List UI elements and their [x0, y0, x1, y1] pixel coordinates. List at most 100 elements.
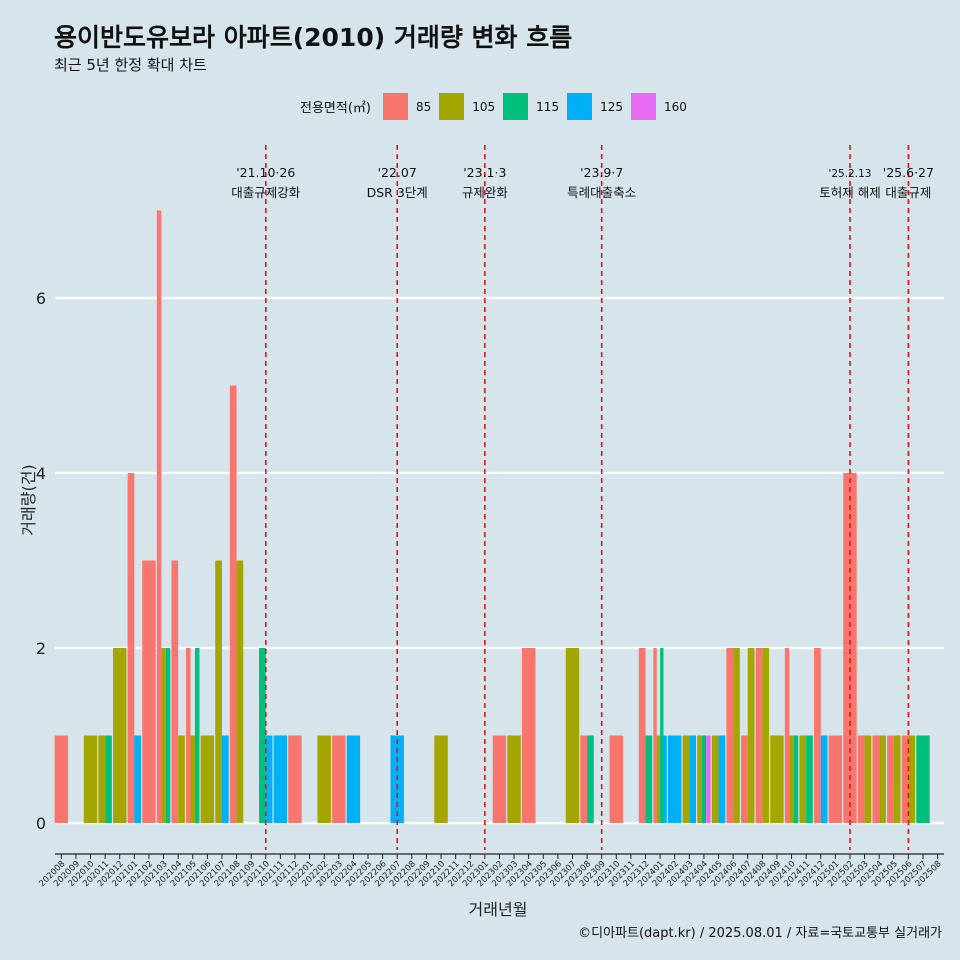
bar [747, 648, 755, 823]
bar [54, 735, 69, 823]
bar [215, 560, 222, 823]
legend-label: 160 [663, 99, 687, 114]
legend-item-85: 85 [382, 93, 432, 120]
bar [565, 648, 580, 823]
legend-item-105: 105 [439, 93, 495, 120]
event-label: 대출규제강화 [231, 185, 301, 200]
event-label: 특례대출축소 [567, 185, 636, 200]
event-label: 토허제 해제 [819, 185, 880, 200]
bar [346, 735, 361, 823]
legend-swatch [630, 93, 656, 120]
bar [741, 735, 748, 823]
bar [843, 473, 857, 823]
bar [733, 648, 740, 823]
legend-label: 115 [536, 99, 560, 114]
bar [194, 648, 200, 823]
bar [434, 735, 448, 823]
event-label: DSR 3단계 [367, 185, 428, 200]
bar [667, 735, 682, 823]
bar [587, 735, 594, 823]
bar [726, 648, 734, 823]
legend-item-160: 160 [630, 93, 687, 120]
bar [186, 648, 191, 823]
bar [799, 735, 807, 823]
bar [689, 735, 697, 823]
bar [814, 648, 821, 823]
x-axis-title: 거래년월 [469, 900, 528, 919]
bar [901, 735, 909, 823]
bar [127, 473, 135, 823]
event-date: '23.9·7 [580, 165, 623, 180]
legend-swatch [567, 93, 593, 120]
bar [638, 648, 646, 823]
bar [718, 735, 726, 823]
legend-swatch [503, 93, 529, 120]
legend-item-115: 115 [503, 93, 559, 120]
event-label: 규제완화 [462, 185, 509, 200]
bar [762, 648, 770, 823]
bar [872, 735, 880, 823]
bar [113, 648, 127, 823]
bar [663, 735, 667, 823]
event-date: '23.1·3 [463, 165, 506, 180]
chart-title: 용이반도유보라 아파트(2010) 거래량 변화 흐름 [54, 23, 573, 52]
bar [332, 735, 346, 823]
bar [229, 385, 237, 823]
bar [161, 648, 166, 823]
bar [682, 735, 690, 823]
bar [645, 735, 653, 823]
event-date: '25.2.13 [828, 168, 871, 180]
chart-subtitle: 최근 5년 한정 확대 차트 [54, 56, 207, 74]
legend-label: 85 [415, 99, 432, 114]
bar [793, 735, 799, 823]
bar [770, 735, 784, 823]
y-tick-label: 4 [36, 464, 46, 483]
bar [236, 560, 244, 823]
legend-label: 105 [472, 99, 496, 114]
bar [265, 735, 273, 823]
bar [609, 735, 624, 823]
bar [755, 648, 763, 823]
y-axis-title: 거래량(건) [19, 464, 38, 535]
bar [656, 735, 661, 823]
bar [789, 735, 794, 823]
y-tick-label: 6 [36, 289, 46, 308]
legend-swatch [382, 93, 408, 120]
bar [660, 648, 664, 823]
chart-caption: ©디아파트(dapt.kr) / 2025.08.01 / 자료=국토교통부 실… [578, 926, 942, 941]
legend-label: 125 [600, 99, 623, 114]
bar [864, 735, 872, 823]
bar [221, 735, 229, 823]
bar [857, 735, 865, 823]
bar [580, 735, 588, 823]
bar [200, 735, 215, 823]
bar [259, 648, 266, 823]
bar [521, 648, 536, 823]
event-date: '25.6·27 [883, 165, 934, 180]
event-date: '21.10·26 [236, 165, 295, 180]
bar [706, 735, 711, 823]
bar [142, 560, 156, 823]
bar [273, 735, 288, 823]
bar [908, 735, 916, 823]
event-label: 대출규제 [885, 185, 931, 200]
bar [98, 735, 106, 823]
bar [507, 735, 521, 823]
bar [165, 648, 171, 823]
bar [879, 735, 886, 823]
legend-title: 전용면적(㎡) [300, 101, 371, 116]
y-tick-label: 2 [36, 639, 46, 658]
bar [711, 735, 719, 823]
bar [784, 648, 790, 823]
bar [820, 735, 828, 823]
bar [828, 735, 843, 823]
legend: 전용면적(㎡) 85 105 115 125 160 [300, 93, 695, 120]
event-date: '22.07 [378, 165, 417, 180]
bar [178, 735, 185, 823]
bar [697, 735, 702, 823]
bar [83, 735, 98, 823]
bar [190, 735, 195, 823]
bar [171, 560, 179, 823]
bar [288, 735, 302, 823]
